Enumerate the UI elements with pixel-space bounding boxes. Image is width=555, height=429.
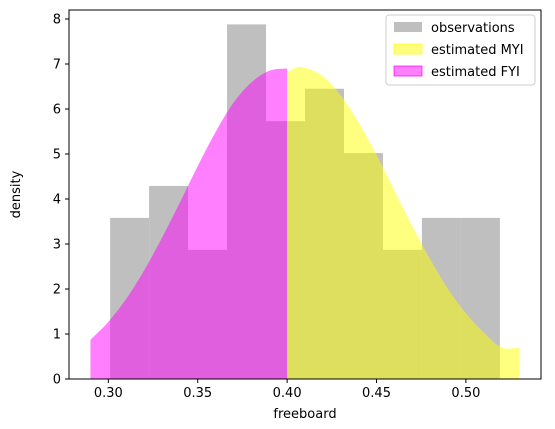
x-tick-label: 0.50 xyxy=(451,386,480,401)
x-tick-label: 0.35 xyxy=(183,386,212,401)
axis-ticks: 0.30 0.35 0.40 0.45 0.50 0 1 2 3 4 5 6 7 8 xyxy=(53,13,481,402)
y-tick-label: 4 xyxy=(53,193,61,208)
density-area-estimated-myi xyxy=(287,66,520,379)
legend-label-estimated-myi: estimated MYI xyxy=(431,43,524,58)
legend-box xyxy=(385,14,536,86)
y-tick-label: 3 xyxy=(53,238,61,253)
legend: observations estimated MYI estimated FYI xyxy=(385,14,536,86)
x-tick-label: 0.40 xyxy=(273,386,302,401)
y-tick-label: 0 xyxy=(53,373,61,388)
y-tick-label: 7 xyxy=(53,58,61,73)
legend-swatch-estimated-fyi xyxy=(393,65,423,77)
x-tick-label: 0.30 xyxy=(94,386,123,401)
axes-frame xyxy=(68,9,542,380)
legend-swatch-estimated-myi xyxy=(393,43,423,55)
legend-swatch-observations xyxy=(394,22,422,32)
y-tick-label: 1 xyxy=(53,328,61,343)
legend-label-estimated-fyi: estimated FYI xyxy=(431,65,520,80)
x-axis-label: freeboard xyxy=(273,407,336,422)
y-tick-label: 5 xyxy=(53,148,61,163)
plot-area xyxy=(90,24,520,380)
y-tick-label: 6 xyxy=(53,103,61,118)
y-axis-label: density xyxy=(9,170,24,218)
x-tick-label: 0.45 xyxy=(362,386,391,401)
y-tick-label: 8 xyxy=(53,13,61,28)
y-tick-label: 2 xyxy=(53,283,61,298)
legend-label-observations: observations xyxy=(431,21,515,36)
density-area-estimated-fyi xyxy=(90,68,288,379)
